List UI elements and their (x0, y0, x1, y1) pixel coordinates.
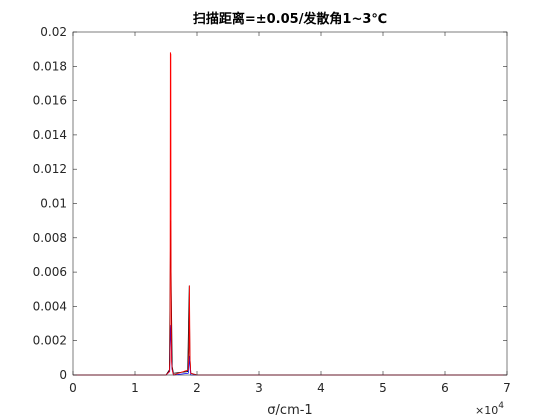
x-tick-label: 0 (69, 381, 77, 395)
y-tick-label: 0.014 (33, 128, 67, 142)
x-tick-label: 4 (317, 381, 325, 395)
chart-title: 扫描距离=±0.05/发散角1~3℃ (193, 11, 387, 27)
x-axis-exponent: ×104 (475, 401, 504, 417)
x-axis-exponent-power: 4 (498, 401, 504, 411)
series-line-2 (73, 52, 507, 376)
y-tick-label: 0.002 (33, 334, 67, 348)
y-tick-label: 0.012 (33, 162, 67, 176)
x-tick-label: 3 (255, 381, 263, 395)
plot-area (73, 32, 507, 375)
y-tick-label: 0.018 (33, 59, 67, 73)
x-tick-label: 2 (193, 381, 201, 395)
y-tick-label: 0.004 (33, 299, 67, 313)
x-axis-exponent-base: ×10 (475, 404, 498, 417)
y-tick-label: 0.01 (40, 197, 67, 211)
y-tick-label: 0.006 (33, 265, 67, 279)
y-tick-label: 0.016 (33, 94, 67, 108)
x-axis-label: σ/cm-1 (267, 403, 312, 418)
x-tick-label: 1 (131, 381, 139, 395)
axes-layer: 0 1 2 3 4 5 6 7 0 0.002 0.004 0.006 0.008 0.01 0.012 0.… (33, 25, 511, 395)
x-tick-label: 5 (379, 381, 387, 395)
x-tick-label: 7 (503, 381, 511, 395)
y-tick-label: 0.008 (33, 231, 67, 245)
y-tick-label: 0.02 (40, 25, 67, 39)
x-tick-label: 6 (441, 381, 449, 395)
y-tick-label: 0 (59, 368, 67, 382)
